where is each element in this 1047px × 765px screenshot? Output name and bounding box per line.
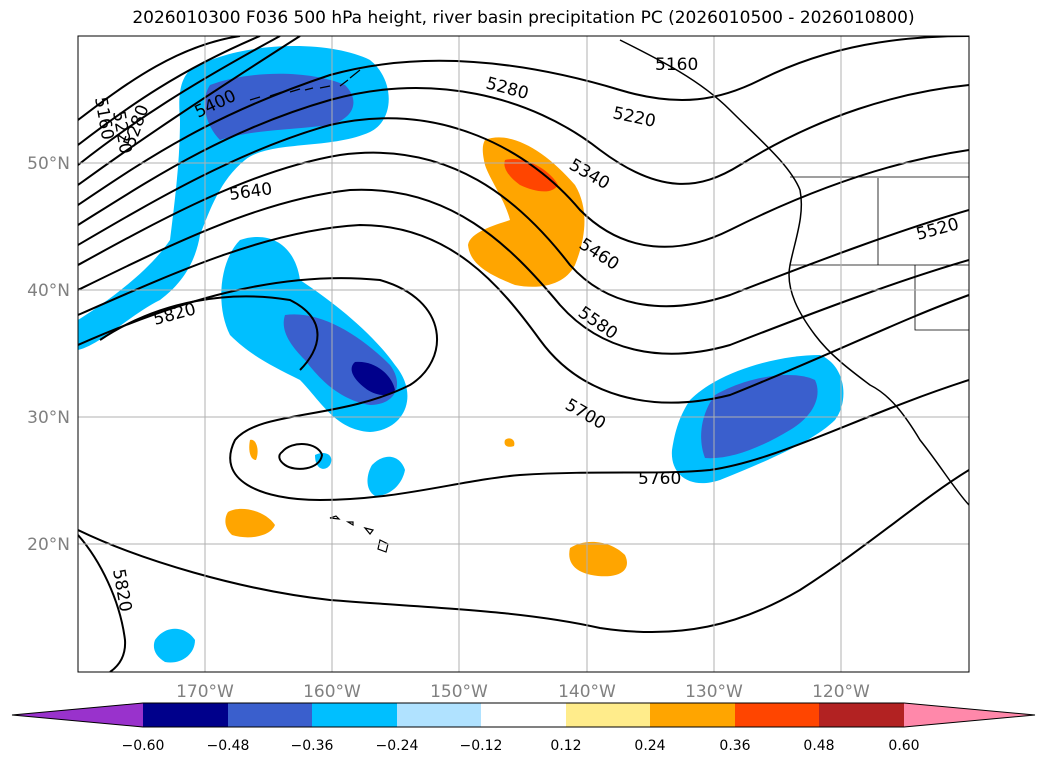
precip-positive-core	[504, 159, 558, 192]
precip-positive-north	[468, 137, 585, 287]
state-borders	[790, 176, 969, 331]
lon-label-120w: 120°W	[812, 682, 870, 702]
precip-max-central	[351, 361, 395, 396]
colorbar-tick-label: −0.36	[291, 738, 334, 754]
colorbar: −0.60 −0.48 −0.36 −0.24 −0.12 0.12 0.24 …	[11, 702, 1036, 754]
hawaiian-islands	[329, 515, 389, 553]
precip-positive-south	[569, 541, 627, 577]
colorbar-segment	[228, 703, 312, 727]
colorbar-tick-label: 0.36	[719, 738, 750, 754]
positive-precip-shading	[225, 137, 627, 577]
colorbar-tick-label: 0.60	[888, 738, 919, 754]
colorbar-extend-low	[12, 703, 143, 727]
chart-title: 2026010300 F036 500 hPa height, river ba…	[132, 8, 915, 28]
precip-positive-tiny-2	[504, 438, 515, 447]
colorbar-segment	[397, 703, 481, 727]
colorbar-segment	[312, 703, 397, 727]
height-contours	[78, 36, 969, 672]
colorbar-outline	[11, 702, 1036, 728]
colorbar-segment	[735, 703, 819, 727]
precip-core-northwest	[204, 73, 354, 140]
colorbar-tick-label: −0.60	[122, 738, 165, 754]
precip-small-3	[153, 628, 195, 663]
lat-label-50: 50°N	[27, 154, 70, 174]
colorbar-tick-label: 0.24	[634, 738, 665, 754]
coastline	[619, 39, 969, 506]
lon-label-130w: 130°W	[685, 682, 743, 702]
latitude-labels: 50°N 40°N 30°N 20°N	[27, 154, 70, 555]
precip-positive-tiny-1	[249, 439, 258, 460]
colorbar-segment	[481, 703, 566, 727]
map-frame	[77, 35, 970, 673]
lat-label-40: 40°N	[27, 281, 70, 301]
colorbar-tick-label: −0.12	[460, 738, 503, 754]
contour-label: 5160	[655, 55, 698, 75]
precip-small-2	[315, 453, 332, 469]
lon-label-150w: 150°W	[430, 682, 488, 702]
lon-label-170w: 170°W	[176, 682, 234, 702]
lat-label-30: 30°N	[27, 408, 70, 428]
lon-label-140w: 140°W	[558, 682, 616, 702]
colorbar-segment	[143, 703, 228, 727]
colorbar-tick-label: −0.48	[207, 738, 250, 754]
colorbar-segment	[819, 703, 904, 727]
gridlines	[78, 36, 969, 672]
colorbar-extend-high	[904, 703, 1035, 727]
lat-label-20: 20°N	[27, 535, 70, 555]
colorbar-tick-label: 0.12	[550, 738, 581, 754]
longitude-labels: 170°W 160°W 150°W 140°W 130°W 120°W	[176, 682, 870, 702]
precip-positive-west	[225, 508, 275, 538]
contour-label: 5760	[638, 469, 681, 489]
colorbar-segment	[566, 703, 650, 727]
colorbar-tick-label: −0.24	[376, 738, 419, 754]
negative-precip-shading	[78, 46, 844, 663]
precip-small-1	[367, 456, 405, 496]
colorbar-tick-label: 0.48	[803, 738, 834, 754]
colorbar-segment	[650, 703, 735, 727]
lon-label-160w: 160°W	[303, 682, 361, 702]
